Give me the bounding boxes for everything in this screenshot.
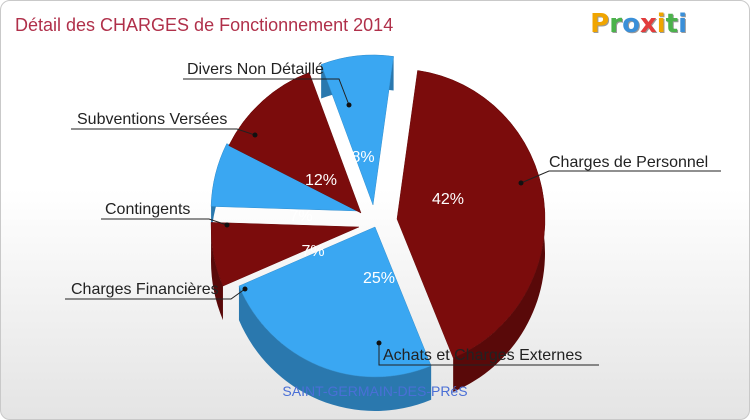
slice-category-label: Charges de Personnel <box>549 154 708 171</box>
leader-lines <box>65 78 721 366</box>
slice-percent-label: 7% <box>301 243 324 260</box>
logo-letter: r <box>609 9 623 39</box>
leader-line <box>183 78 350 106</box>
slice-category-label: Contingents <box>105 201 190 218</box>
pie-slice[interactable] <box>210 222 360 287</box>
leader-dot <box>346 102 352 108</box>
logo-letter: x <box>639 9 657 39</box>
leader-dot <box>518 180 524 186</box>
slice-category-label: Subventions Versées <box>77 111 227 128</box>
pie-slice-side <box>238 286 432 411</box>
logo-letter: P <box>590 9 610 39</box>
leader-dot <box>242 286 248 292</box>
leader-line <box>378 343 599 366</box>
slice-percent-label: 8% <box>351 149 374 166</box>
leader-dot <box>252 132 258 138</box>
leader-dot <box>224 222 230 228</box>
logo-letter: t <box>665 9 679 39</box>
slice-percent-label: 12% <box>305 172 337 189</box>
pie-slices <box>210 54 546 411</box>
logo-letter: i <box>656 9 666 39</box>
pie-slice[interactable] <box>396 70 546 359</box>
slice-percent-label: 42% <box>432 191 464 208</box>
pie-slice[interactable] <box>320 54 394 206</box>
leader-line <box>520 170 721 184</box>
slice-percent-label: 25% <box>363 270 395 287</box>
slice-percent-label: 7% <box>289 208 312 225</box>
pie-slice[interactable] <box>210 143 360 212</box>
leader-dot <box>376 340 382 346</box>
proxiti-logo[interactable]: Proxiti <box>590 9 687 39</box>
slice-category-label: Divers Non Détaillé <box>187 61 324 78</box>
commune-name: SAINT-GERMAIN-DES-PRéS <box>282 383 468 399</box>
pie-slice[interactable] <box>238 226 432 378</box>
pie-slice-side <box>211 222 223 321</box>
chart-title: Détail des CHARGES de Fonctionnement 201… <box>15 15 394 35</box>
logo-letter: i <box>678 9 687 39</box>
slice-category-label: Charges Financières <box>71 281 219 298</box>
slice-labels: Charges de Personnel 42% Achats et Charges… <box>71 61 708 364</box>
slice-category-label: Achats et Charges Externes <box>383 347 582 364</box>
leader-line <box>71 128 256 136</box>
pie-slice[interactable] <box>228 72 362 214</box>
leader-line <box>101 218 228 226</box>
leader-line <box>65 288 246 300</box>
logo-letter: o <box>622 9 640 39</box>
